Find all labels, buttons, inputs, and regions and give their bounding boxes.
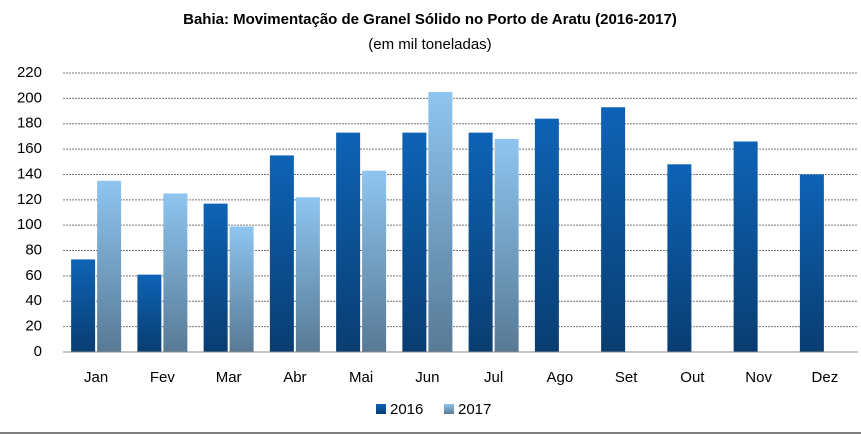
bar [428, 92, 453, 352]
y-tick-label: 60 [25, 267, 42, 284]
y-tick-label: 40 [25, 292, 42, 309]
y-tick-label: 80 [25, 242, 42, 259]
bar [269, 155, 294, 352]
bar [71, 259, 96, 352]
bar [402, 132, 427, 352]
bar [494, 138, 519, 352]
bar [362, 170, 387, 352]
chart-subtitle: (em mil toneladas) [368, 36, 491, 53]
bar [295, 197, 320, 352]
y-tick-label: 160 [17, 140, 42, 157]
bar [733, 141, 758, 352]
y-tick-label: 100 [17, 216, 42, 233]
x-tick-label: Nov [745, 369, 772, 386]
bar [468, 132, 493, 352]
y-tick-label: 20 [25, 318, 42, 335]
bar [163, 193, 188, 352]
legend-label: 2017 [458, 401, 491, 418]
x-tick-label: Abr [283, 369, 306, 386]
x-tick-label: Jun [415, 369, 439, 386]
chart-title: Bahia: Movimentação de Granel Sólido no … [183, 11, 677, 28]
bar [229, 226, 254, 352]
x-tick-label: Ago [547, 369, 574, 386]
x-tick-label: Mai [349, 369, 373, 386]
x-tick-label: Dez [812, 369, 839, 386]
x-tick-label: Jul [484, 369, 503, 386]
bar [137, 274, 162, 352]
y-tick-label: 180 [17, 115, 42, 132]
bar [534, 118, 559, 353]
y-tick-label: 220 [17, 64, 42, 81]
x-tick-label: Set [615, 369, 638, 386]
x-tick-label: Fev [150, 369, 176, 386]
y-tick-label: 140 [17, 165, 42, 182]
bar [799, 174, 824, 352]
bar [601, 107, 626, 352]
bar [203, 203, 228, 352]
x-tick-label: Out [680, 369, 705, 386]
bar [667, 164, 692, 352]
y-tick-label: 120 [17, 191, 42, 208]
legend-swatch [444, 404, 454, 414]
legend-label: 2016 [390, 401, 423, 418]
bar [97, 180, 122, 352]
y-tick-label: 200 [17, 89, 42, 106]
x-tick-label: Mar [216, 369, 242, 386]
y-tick-label: 0 [34, 343, 42, 360]
bar [336, 132, 361, 352]
x-tick-label: Jan [84, 369, 108, 386]
legend-swatch [376, 404, 386, 414]
